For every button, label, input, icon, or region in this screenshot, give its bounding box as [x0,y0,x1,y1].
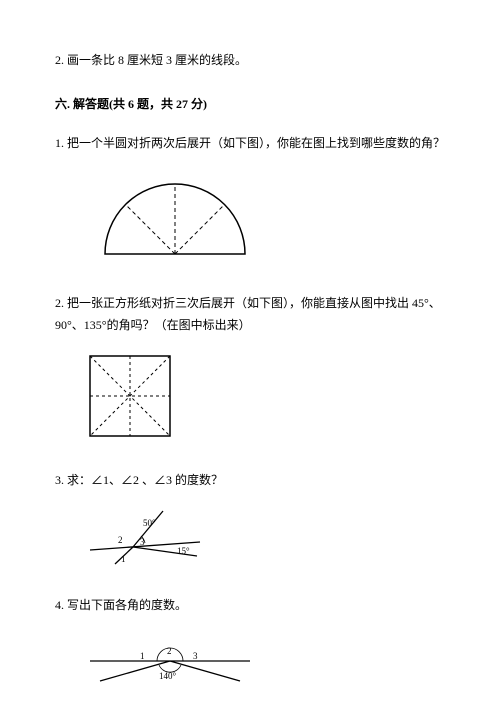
angle-diagram-4: 140° 1 2 3 [85,631,255,686]
label-2-q4: 2 [167,646,172,656]
section-title-text: 六. 解答题(共 6 题，共 27 分) [55,97,207,111]
question-3-text: 3. 求：∠1、∠2 、∠3 的度数？ [55,470,445,492]
question-3-figure: 50° 15° 2 3 1 [85,506,445,574]
angle-diagram-3: 50° 15° 2 3 1 [85,506,205,566]
question-1-text: 1. 把一个半圆对折两次后展开（如下图），你能在图上找到哪些度数的角？ [55,133,445,155]
semicircle-diagram [85,169,265,264]
question-2: 2. 把一张正方形纸对折三次后展开（如下图），你能直接从图中找出 45°、 90… [55,293,445,448]
pre-question-text: 2. 画一条比 8 厘米短 3 厘米的线段。 [55,53,247,67]
ray-50 [133,511,163,547]
question-4-figure: 140° 1 2 3 [85,631,445,694]
question-2-figure [85,351,445,449]
label-50: 50° [143,518,156,528]
label-3: 3 [140,537,145,547]
right-ray [170,661,240,681]
fold-45-left [126,204,176,254]
question-4: 4. 写出下面各角的度数。 140° 1 2 3 [55,595,445,693]
question-1-figure [85,169,445,272]
question-1: 1. 把一个半圆对折两次后展开（如下图），你能在图上找到哪些度数的角？ [55,133,445,271]
section-title: 六. 解答题(共 6 题，共 27 分) [55,94,445,116]
label-1-q4: 1 [140,651,145,661]
question-2-line1: 2. 把一张正方形纸对折三次后展开（如下图），你能直接从图中找出 45°、 [55,293,445,315]
label-15: 15° [177,546,190,556]
square-diagram [85,351,175,441]
label-2: 2 [118,535,123,545]
label-140: 140° [159,671,177,681]
question-4-text: 4. 写出下面各角的度数。 [55,595,445,617]
question-2-line2: 90°、135°的角吗？（在图中标出来） [55,315,445,337]
question-3: 3. 求：∠1、∠2 、∠3 的度数？ 50° 15° 2 3 1 [55,470,445,573]
pre-question: 2. 画一条比 8 厘米短 3 厘米的线段。 [55,50,445,72]
label-1: 1 [121,554,126,564]
fold-45-right [175,204,225,254]
label-3-q4: 3 [193,651,198,661]
